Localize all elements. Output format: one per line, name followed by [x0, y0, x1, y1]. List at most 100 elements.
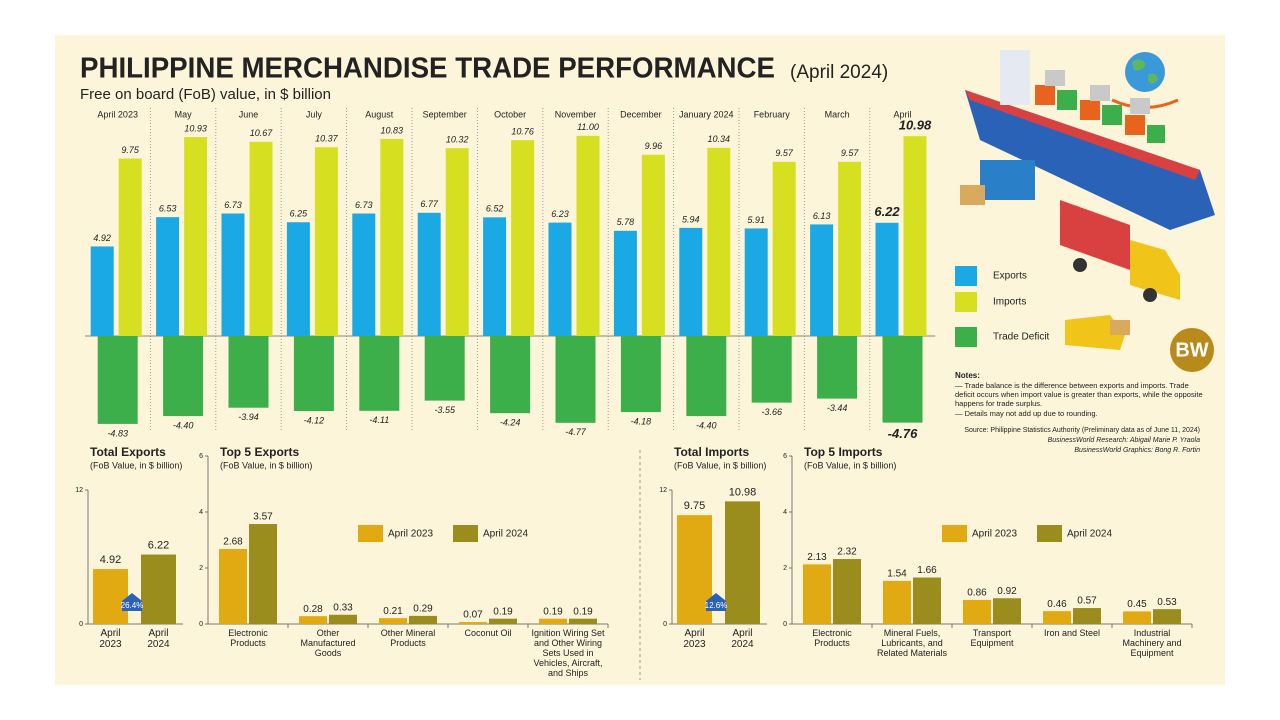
note: — Details may not add up due to rounding…	[955, 409, 1098, 418]
bar	[548, 222, 572, 336]
legend-label: Exports	[993, 271, 1027, 282]
value-label: -4.40	[173, 420, 194, 430]
x-tick-label: April	[893, 109, 911, 119]
bar	[352, 213, 376, 336]
legend-label: April 2024	[483, 529, 528, 540]
logo: BW	[1175, 339, 1208, 361]
value-label: 5.94	[682, 214, 700, 224]
bar	[293, 336, 334, 411]
bar	[511, 140, 535, 336]
value-label: 6.22	[874, 204, 900, 219]
value-label: 5.78	[617, 217, 635, 227]
chart-title: Top 5 Imports	[804, 445, 883, 459]
y-tick-label: 0	[663, 621, 667, 628]
value-label: 10.83	[381, 125, 404, 135]
value-label: 0.07	[463, 610, 483, 621]
value-label: 9.96	[645, 141, 663, 151]
chart-title: Total Imports	[674, 445, 749, 459]
x-tick-label: April 2023	[99, 628, 122, 650]
value-label: 3.57	[253, 512, 273, 523]
value-label: 10.37	[315, 134, 339, 144]
value-label: 9.75	[121, 145, 140, 155]
y-tick-label: 4	[783, 509, 787, 516]
bar	[903, 136, 927, 336]
x-tick-label: April 2023	[97, 109, 138, 119]
bar	[1153, 609, 1181, 624]
bar	[539, 618, 567, 624]
x-tick-label: Electronic Products	[228, 628, 268, 648]
y-tick-label: 2	[783, 565, 787, 572]
bar	[417, 212, 441, 336]
x-tick-label: Iron and Steel	[1043, 628, 1101, 638]
value-label: 6.77	[420, 199, 439, 209]
bar	[913, 577, 941, 624]
value-label: 0.33	[333, 602, 353, 613]
x-tick-label: Other Mineral Products	[380, 628, 436, 648]
x-tick-label: January 2024	[679, 109, 734, 119]
value-label: -4.11	[369, 415, 389, 425]
bar	[569, 618, 597, 624]
y-tick-label: 4	[199, 509, 203, 516]
legend-label: April 2023	[972, 529, 1017, 540]
y-tick-label: 0	[783, 621, 787, 628]
value-label: 0.57	[1077, 596, 1097, 607]
bar	[838, 161, 862, 336]
value-label: 10.32	[446, 135, 469, 145]
bar	[90, 246, 114, 336]
legend-swatch	[955, 292, 977, 312]
bar	[833, 559, 861, 624]
value-label: -4.12	[304, 415, 325, 425]
y-tick-label: 12	[659, 487, 667, 494]
value-label: 0.53	[1157, 597, 1177, 608]
bar	[555, 336, 596, 423]
source: Source: Philippine Statistics Authority …	[964, 427, 1200, 434]
bar	[409, 615, 437, 624]
bar	[1043, 611, 1071, 624]
chart-subtitle: (April 2024)	[790, 62, 888, 83]
x-tick-label: February	[754, 109, 791, 119]
bar	[249, 524, 277, 624]
bar	[359, 336, 400, 411]
chart-description: Free on board (FoB) value, in $ billion	[80, 86, 331, 103]
bar	[249, 141, 273, 336]
bar	[679, 227, 703, 336]
value-label: -4.24	[500, 418, 521, 428]
value-label: -3.44	[827, 403, 848, 413]
value-label: 5.91	[747, 215, 765, 225]
bar	[1073, 608, 1101, 624]
value-label: 9.75	[684, 500, 705, 512]
value-label: 9.57	[775, 148, 794, 158]
chart-subtitle: (FoB Value, in $ billion)	[220, 460, 312, 470]
bar	[686, 336, 727, 417]
value-label: -4.40	[696, 420, 717, 430]
y-tick-label: 12	[75, 487, 83, 494]
x-tick-label: April 2024	[731, 628, 754, 650]
value-label: 6.73	[224, 200, 242, 210]
x-tick-label: Ignition Wiring Set and Other Wiring Set…	[531, 628, 605, 678]
bar	[641, 154, 665, 336]
annotation: 26.4%	[121, 601, 144, 610]
bar	[1123, 611, 1151, 624]
value-label: 6.23	[551, 209, 569, 219]
value-label: 10.93	[184, 123, 207, 133]
value-label: 2.32	[837, 547, 857, 558]
chart-subtitle: (FoB Value, in $ billion)	[674, 460, 766, 470]
value-label: 0.21	[383, 606, 403, 617]
value-label: 0.28	[303, 604, 323, 615]
bar	[483, 217, 507, 336]
annotation-badge	[706, 593, 726, 611]
legend-swatch	[942, 525, 967, 542]
x-tick-label: Electronic Products	[812, 628, 852, 648]
x-tick-label: April 2024	[147, 628, 170, 650]
annotation: 12.6%	[705, 601, 728, 610]
legend-swatch	[955, 327, 977, 347]
value-label: 10.98	[729, 486, 757, 498]
bar	[379, 618, 407, 624]
bar	[613, 230, 637, 336]
y-tick-label: 2	[199, 565, 203, 572]
value-label: 10.34	[708, 134, 731, 144]
bar	[286, 222, 310, 336]
bar	[772, 161, 796, 336]
x-tick-label: December	[620, 109, 662, 119]
x-tick-label: July	[306, 109, 323, 119]
